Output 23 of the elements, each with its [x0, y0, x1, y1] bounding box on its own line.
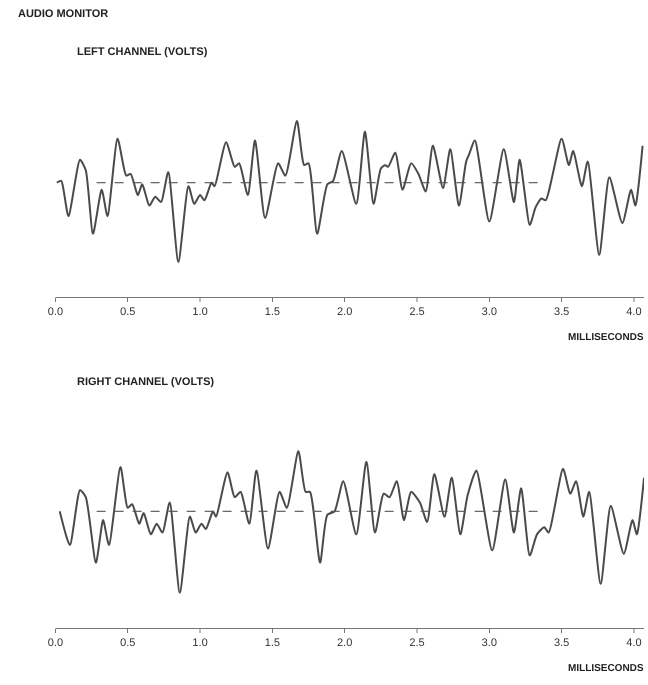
x-tick-label: 3.0: [482, 306, 497, 318]
chart-subtitle: LEFT CHANNEL (VOLTS): [77, 46, 208, 58]
x-tick-label: 0.5: [120, 637, 136, 650]
x-tick-label: 3.0: [482, 637, 497, 650]
x-tick-label: 1.0: [192, 637, 208, 650]
x-tick-label: 4.0: [626, 306, 642, 318]
x-tick-label: 3.5: [554, 637, 570, 650]
x-tick-label: 0.0: [48, 637, 64, 650]
x-tick-label: 1.5: [264, 637, 280, 650]
x-tick-label: 3.5: [554, 306, 570, 318]
x-tick-label: 0.5: [120, 306, 136, 318]
x-axis-title: MILLISECONDS: [568, 663, 644, 674]
x-axis-title: MILLISECONDS: [568, 332, 644, 343]
x-tick-label: 0.0: [48, 306, 64, 318]
x-tick-label: 2.0: [337, 637, 352, 650]
x-tick-label: 2.5: [409, 306, 425, 318]
x-tick-label: 1.0: [192, 306, 208, 318]
x-tick-label: 1.5: [264, 306, 280, 318]
chart-title: AUDIO MONITOR: [18, 8, 108, 20]
x-tick-label: 2.5: [409, 637, 425, 650]
x-tick-label: 4.0: [626, 637, 642, 650]
chart-title: RIGHT CHANNEL (VOLTS): [77, 376, 214, 388]
x-tick-label: 2.0: [337, 306, 352, 318]
